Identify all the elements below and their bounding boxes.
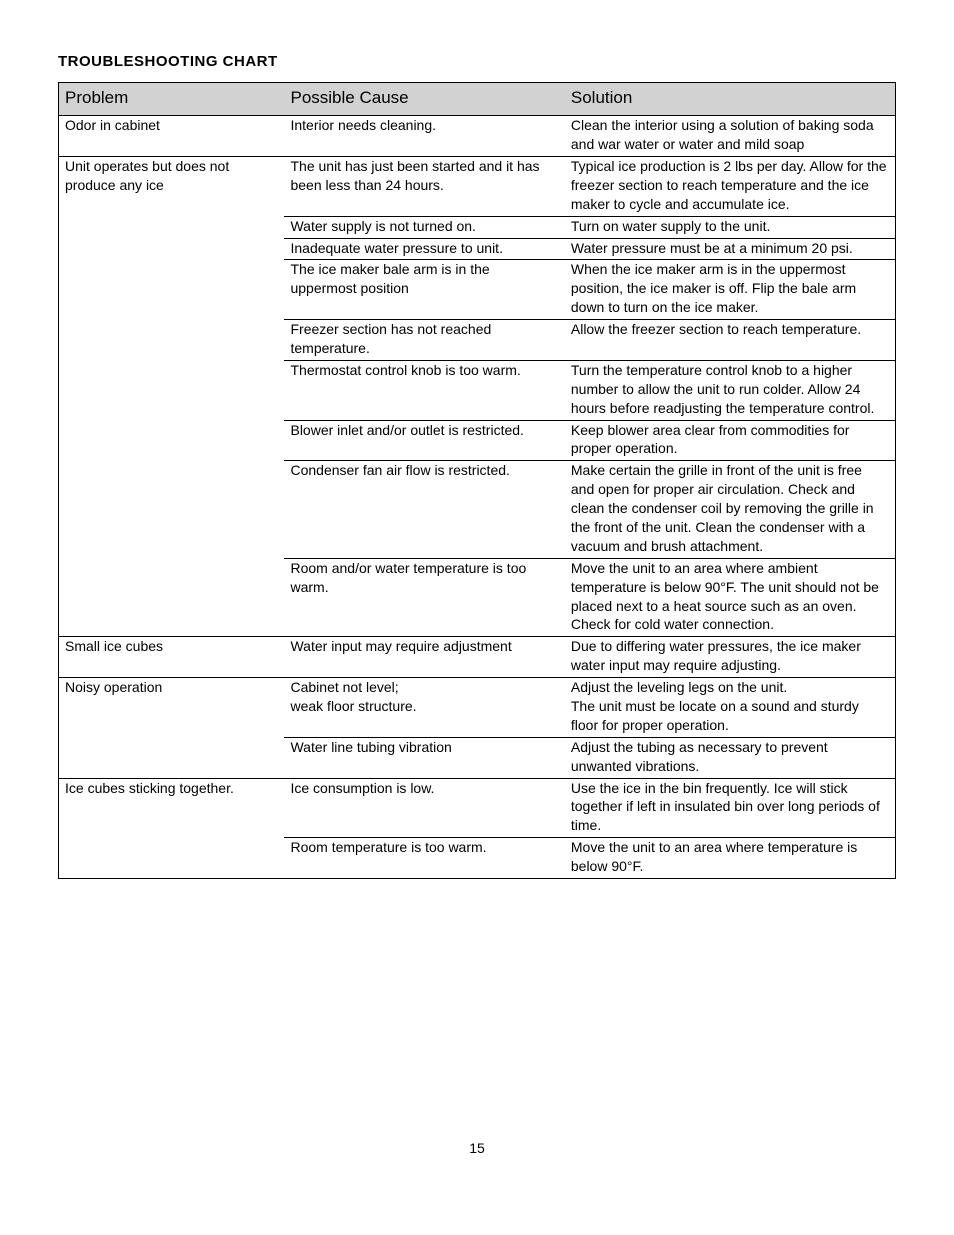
cell-solution: Allow the freezer section to reach tempe… [565,320,896,361]
cell-problem [59,320,285,361]
cell-cause: Room and/or water temperature is too war… [284,558,564,637]
cell-solution: Due to differing water pressures, the ic… [565,637,896,678]
cell-problem: Ice cubes sticking together. [59,778,285,838]
header-problem: Problem [59,83,285,116]
cell-cause: Room temperature is too warm. [284,838,564,879]
cell-problem [59,558,285,637]
header-solution: Solution [565,83,896,116]
cell-cause: Water supply is not turned on. [284,216,564,238]
cell-solution: Keep blower area clear from commodities … [565,420,896,461]
troubleshooting-table: Problem Possible Cause Solution Odor in … [58,82,896,879]
cell-problem [59,838,285,879]
table-row: The ice maker bale arm is in the uppermo… [59,260,896,320]
cell-solution: Typical ice production is 2 lbs per day.… [565,156,896,216]
cell-problem [59,260,285,320]
cell-cause: Freezer section has not reached temperat… [284,320,564,361]
table-row: Room temperature is too warm.Move the un… [59,838,896,879]
cell-cause: Inadequate water pressure to unit. [284,238,564,260]
cell-problem [59,238,285,260]
cell-solution: Water pressure must be at a minimum 20 p… [565,238,896,260]
cell-solution: Make certain the grille in front of the … [565,461,896,558]
cell-solution: Turn the temperature control knob to a h… [565,360,896,420]
table-row: Water line tubing vibrationAdjust the tu… [59,737,896,778]
cell-problem: Odor in cabinet [59,116,285,157]
cell-cause: The unit has just been started and it ha… [284,156,564,216]
cell-cause: Thermostat control knob is too warm. [284,360,564,420]
table-row: Room and/or water temperature is too war… [59,558,896,637]
cell-cause: The ice maker bale arm is in the uppermo… [284,260,564,320]
cell-problem [59,360,285,420]
cell-cause: Cabinet not level; weak floor structure. [284,678,564,738]
cell-problem: Noisy operation [59,678,285,738]
table-row: Blower inlet and/or outlet is restricted… [59,420,896,461]
table-row: Condenser fan air flow is restricted.Mak… [59,461,896,558]
cell-cause: Condenser fan air flow is restricted. [284,461,564,558]
cell-solution: Adjust the leveling legs on the unit. Th… [565,678,896,738]
table-row: Freezer section has not reached temperat… [59,320,896,361]
table-header-row: Problem Possible Cause Solution [59,83,896,116]
page-title: TROUBLESHOOTING CHART [58,52,896,72]
cell-cause: Water input may require adjustment [284,637,564,678]
table-row: Noisy operationCabinet not level; weak f… [59,678,896,738]
cell-cause: Ice consumption is low. [284,778,564,838]
cell-cause: Interior needs cleaning. [284,116,564,157]
table-row: Unit operates but does not produce any i… [59,156,896,216]
table-row: Thermostat control knob is too warm.Turn… [59,360,896,420]
cell-solution: Use the ice in the bin frequently. Ice w… [565,778,896,838]
cell-problem [59,461,285,558]
cell-cause: Water line tubing vibration [284,737,564,778]
cell-solution: When the ice maker arm is in the uppermo… [565,260,896,320]
cell-solution: Turn on water supply to the unit. [565,216,896,238]
cell-solution: Move the unit to an area where temperatu… [565,838,896,879]
table-row: Odor in cabinetInterior needs cleaning.C… [59,116,896,157]
cell-solution: Move the unit to an area where ambient t… [565,558,896,637]
cell-problem: Small ice cubes [59,637,285,678]
page-number: 15 [58,1139,896,1158]
table-row: Water supply is not turned on.Turn on wa… [59,216,896,238]
cell-solution: Adjust the tubing as necessary to preven… [565,737,896,778]
cell-cause: Blower inlet and/or outlet is restricted… [284,420,564,461]
header-cause: Possible Cause [284,83,564,116]
table-row: Ice cubes sticking together.Ice consumpt… [59,778,896,838]
cell-solution: Clean the interior using a solution of b… [565,116,896,157]
cell-problem [59,216,285,238]
cell-problem [59,737,285,778]
table-row: Inadequate water pressure to unit.Water … [59,238,896,260]
table-row: Small ice cubesWater input may require a… [59,637,896,678]
cell-problem [59,420,285,461]
cell-problem: Unit operates but does not produce any i… [59,156,285,216]
